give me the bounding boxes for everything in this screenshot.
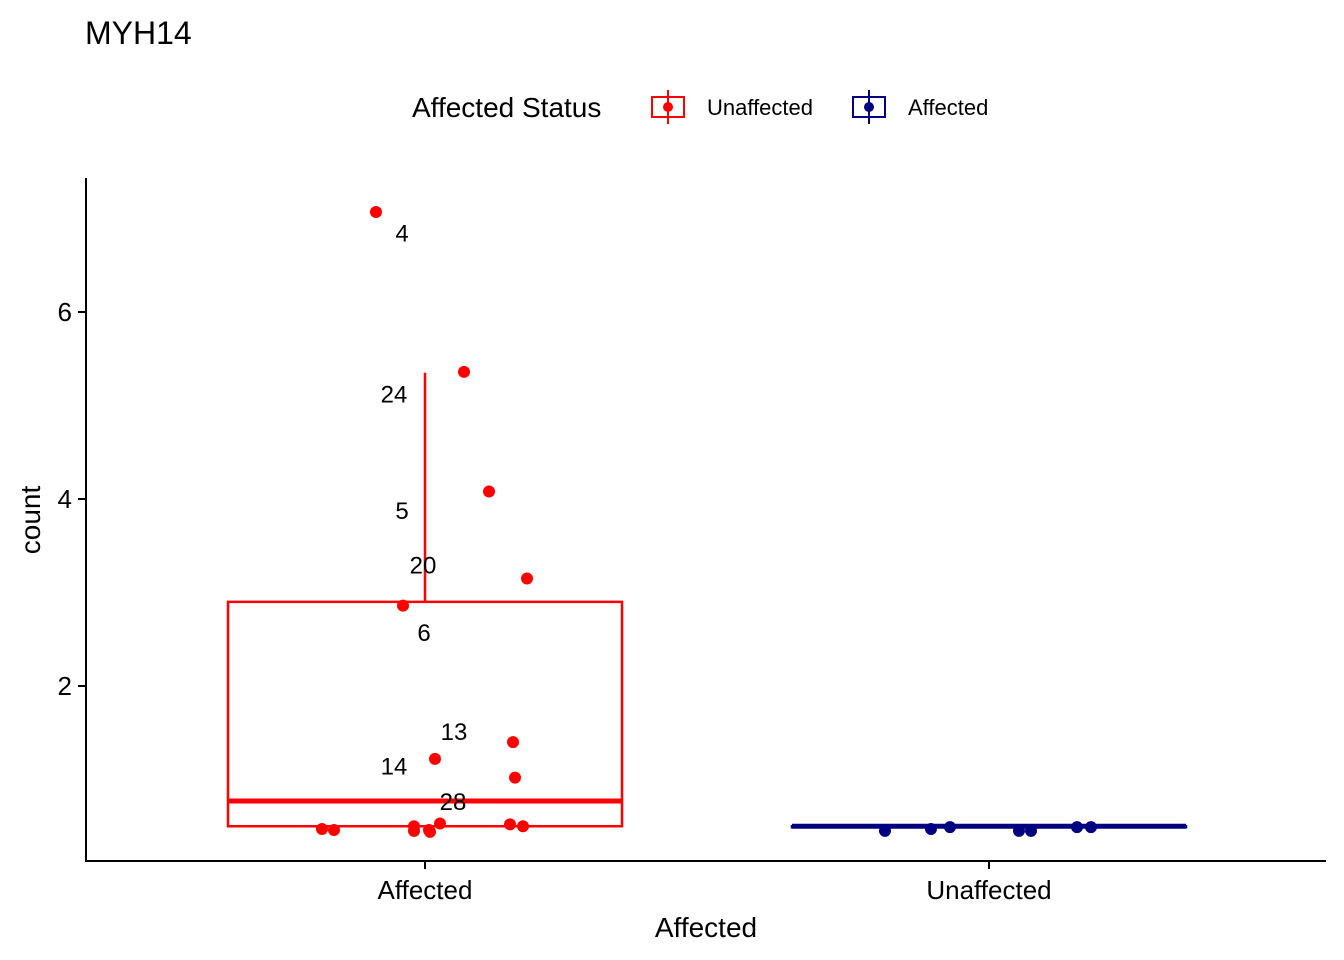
points <box>316 205 1097 838</box>
point-label: 20 <box>410 552 437 579</box>
y-tick-label: 6 <box>58 297 72 327</box>
boxes <box>226 372 1188 829</box>
point-label: 5 <box>395 498 408 525</box>
data-point <box>517 820 529 833</box>
point-label: 14 <box>381 753 408 780</box>
data-point <box>408 824 420 837</box>
data-point <box>1025 824 1037 837</box>
legend-label-unaffected: Unaffected <box>707 95 813 120</box>
data-point <box>328 823 340 836</box>
point-label: 4 <box>395 221 408 248</box>
data-point <box>504 818 516 831</box>
x-axis-title: Affected <box>655 912 757 943</box>
data-point <box>397 599 409 612</box>
chart-title: MYH14 <box>85 15 192 51</box>
x-ticks: Affected Unaffected <box>378 861 1052 905</box>
data-point <box>925 823 937 836</box>
data-point <box>424 825 436 838</box>
data-point <box>316 823 328 836</box>
x-tick-label: Affected <box>378 875 473 905</box>
x-tick-label: Unaffected <box>926 875 1051 905</box>
y-tick-label: 4 <box>58 484 72 514</box>
data-point <box>429 752 441 765</box>
point-label: 28 <box>440 789 467 816</box>
legend-label-affected: Affected <box>908 95 988 120</box>
data-point <box>1085 821 1097 834</box>
legend-title: Affected Status <box>412 92 601 123</box>
data-point <box>879 824 891 837</box>
data-point <box>521 572 533 585</box>
legend: Affected Status Unaffected Affected <box>412 90 988 124</box>
point-label: 24 <box>381 381 408 408</box>
point-label: 6 <box>417 620 430 647</box>
data-point <box>1013 824 1025 837</box>
data-point <box>434 817 446 830</box>
data-point <box>944 821 956 834</box>
data-point <box>507 736 519 749</box>
data-point <box>1071 821 1083 834</box>
legend-key-unaffected <box>651 90 685 124</box>
data-point <box>509 771 521 784</box>
point-labels: 4 24 520 6 13 14 28 <box>381 221 468 816</box>
data-point <box>458 365 470 378</box>
y-tick-label: 2 <box>58 671 72 701</box>
y-ticks: 2 4 6 <box>58 297 86 701</box>
data-point <box>483 485 495 498</box>
y-axis-title: count <box>15 486 46 555</box>
data-point <box>370 205 382 218</box>
legend-key-affected <box>852 90 886 124</box>
point-label: 13 <box>441 719 468 746</box>
